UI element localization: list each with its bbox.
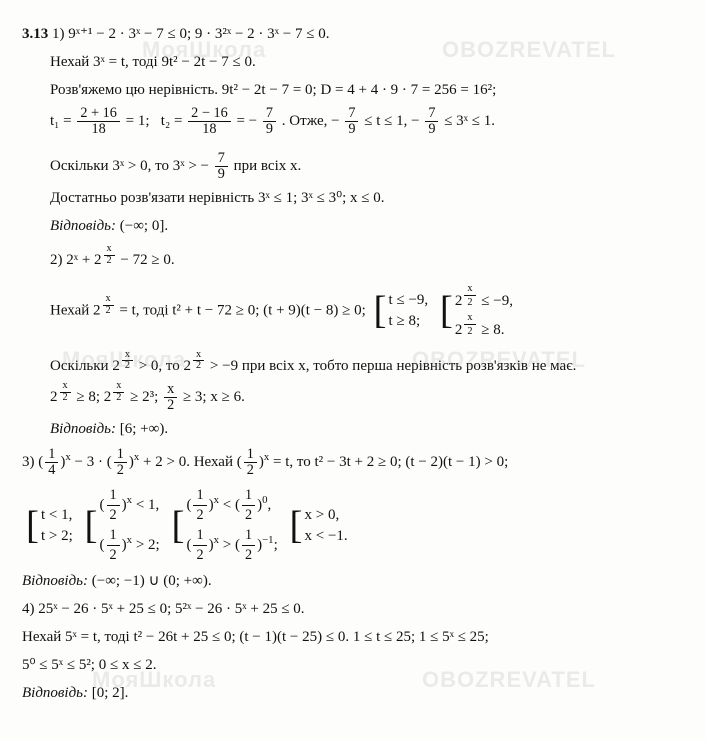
p2-eq-tail: − 72 ≥ 0.: [117, 252, 175, 268]
since-frac: 79: [215, 151, 228, 182]
p4-chain: 5⁰ ≤ 5ˣ ≤ 5²; 0 ≤ x ≤ 2.: [22, 653, 684, 677]
p3-s4: [ x > 0,x < −1.: [290, 505, 348, 546]
page: МояШкола OBOZREVATEL МояШкола OBOZREVATE…: [22, 22, 684, 705]
p2-answer: Відповідь: [6; +∞).: [50, 417, 684, 441]
range-tail: ≤ 3ˣ ≤ 1.: [444, 113, 495, 129]
p3-eq: 3) (14)x − 3 · (12)x + 2 > 0. Нехай (12)…: [22, 447, 684, 478]
p4-let: Нехай 5ˣ = t, тоді t² − 26t + 25 ≤ 0; (t…: [22, 625, 684, 649]
p1-equation: 1) 9ˣ⁺¹ − 2 · 3ˣ − 7 ≤ 0; 9 · 3²ˣ − 2 · …: [52, 26, 329, 42]
p2-let2: = t, тоді t² + t − 72 ≥ 0; (t + 9)(t − 8…: [116, 302, 366, 318]
p3-m2: + 2 > 0. Нехай: [143, 454, 237, 470]
s3: > −9 при всіх x, тобто перша нерівність …: [206, 357, 576, 373]
sys2a: 2x2 ≤ −9,: [455, 282, 513, 311]
p3-s1: [ t < 1,t > 2;: [26, 505, 73, 546]
p2-chain: 2x2 ≥ 8; 2x2 ≥ 2³; x2 ≥ 3; x ≥ 6.: [50, 381, 684, 413]
t2-val: = −: [236, 113, 257, 129]
sys1a: t ≤ −9,: [389, 290, 429, 310]
c3: ≥ 2³;: [126, 389, 162, 405]
p1-eq: 3.13 1) 9ˣ⁺¹ − 2 · 3ˣ − 7 ≤ 0; 9 · 3²ˣ −…: [22, 22, 684, 46]
t1-frac: 2 + 1618: [77, 106, 120, 137]
range-frac2: 79: [425, 106, 438, 137]
p1-answer: Відповідь: (−∞; 0].: [50, 214, 684, 238]
c4: ≥ 3; x ≥ 6.: [179, 389, 245, 405]
answer-label: Відповідь:: [22, 685, 88, 701]
p1-enough: Достатньо розв'язати нерівність 3ˣ ≤ 1; …: [50, 186, 684, 210]
s2: > 0, то 2: [135, 357, 191, 373]
t1-label: t₁ =: [50, 113, 72, 129]
p1-roots: t₁ = 2 + 1618 = 1; t₂ = 2 − 1618 = − 79 …: [50, 106, 684, 137]
p2-exp: x2: [104, 244, 115, 267]
range-frac1: 79: [345, 106, 358, 137]
p3-pre: 3): [22, 454, 38, 470]
p3-answer: Відповідь: (−∞; −1) ∪ (0; +∞).: [22, 569, 684, 593]
answer-label: Відповідь:: [50, 421, 116, 437]
p4-answer: Відповідь: [0; 2].: [22, 681, 684, 705]
answer-value: [0; 2].: [92, 685, 129, 701]
sys1b: t ≥ 8;: [389, 311, 429, 331]
p4-eq: 4) 25ˣ − 26 · 5ˣ + 25 ≤ 0; 5²ˣ − 26 · 5ˣ…: [22, 597, 684, 621]
p3-systems: [ t < 1,t > 2; [ (12)x < 1, (12)x > 2; […: [22, 486, 684, 565]
answer-value: (−∞; 0].: [120, 218, 168, 234]
p3-s2: [ (12)x < 1, (12)x > 2;: [85, 486, 160, 565]
t2-frac: 2 − 1618: [188, 106, 231, 137]
p2-let-exp: x2: [103, 294, 114, 317]
p1-since: Оскільки 3ˣ > 0, то 3ˣ > − 79 при всіх x…: [50, 151, 684, 182]
p3-m3: = t, то t² − 3t + 2 ≥ 0; (t − 2)(t − 1) …: [273, 454, 508, 470]
p3-s3: [ (12)x < (12)0, (12)x > (12)−1;: [171, 486, 277, 565]
p1-solve: Розв'яжемо цю нерівність. 9t² − 2t − 7 =…: [50, 78, 684, 102]
t2-tail: . Отже, −: [282, 113, 340, 129]
p2-sys2: [ 2x2 ≤ −9, 2x2 ≥ 8.: [440, 282, 513, 340]
sys2b: 2x2 ≥ 8.: [455, 311, 513, 340]
since-tail: при всіх x.: [234, 158, 302, 174]
p3-m1: − 3 ·: [75, 454, 107, 470]
t2-frac2: 79: [263, 106, 276, 137]
answer-label: Відповідь:: [50, 218, 116, 234]
answer-value: (−∞; −1) ∪ (0; +∞).: [92, 573, 212, 589]
p1-let: Нехай 3ˣ = t, тоді 9t² − 2t − 7 ≤ 0.: [50, 50, 684, 74]
t2-label: t₂ =: [161, 113, 183, 129]
problem-number: 3.13: [22, 26, 48, 42]
p2-let1: Нехай 2: [50, 302, 101, 318]
p2-eq: 2) 2ˣ + 2x2 − 72 ≥ 0.: [50, 244, 684, 272]
c2: ≥ 8; 2: [73, 389, 112, 405]
p2-sys1: [ t ≤ −9,t ≥ 8;: [374, 290, 429, 331]
answer-label: Відповідь:: [22, 573, 88, 589]
p2-let: Нехай 2x2 = t, тоді t² + t − 72 ≥ 0; (t …: [50, 282, 684, 340]
since-text: Оскільки 3ˣ > 0, то 3ˣ > −: [50, 158, 209, 174]
range-mid: ≤ t ≤ 1, −: [364, 113, 419, 129]
p2-eq-pre: 2) 2ˣ + 2: [50, 252, 102, 268]
s1: Оскільки 2: [50, 357, 120, 373]
c1: 2: [50, 389, 58, 405]
p2-since: Оскільки 2x2 > 0, то 2x2 > −9 при всіх x…: [50, 350, 684, 378]
chain-frac: x2: [164, 382, 177, 413]
t1-val: = 1;: [126, 113, 150, 129]
answer-value: [6; +∞).: [120, 421, 168, 437]
